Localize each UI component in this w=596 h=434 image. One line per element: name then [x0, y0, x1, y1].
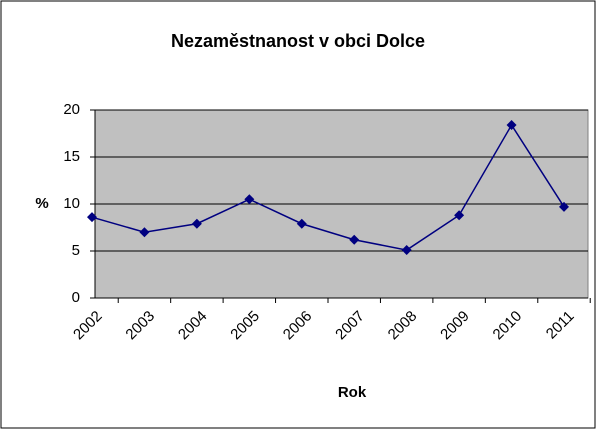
marker — [559, 201, 569, 212]
line — [91, 123, 565, 251]
y-tick-label: 5 — [72, 242, 80, 259]
marker — [191, 218, 202, 229]
y-tick-label: 0 — [72, 289, 80, 306]
marker — [454, 210, 465, 221]
marker — [139, 227, 150, 238]
y-axis-label: % — [35, 195, 48, 212]
x-axis-label: Rok — [338, 384, 367, 401]
marker — [296, 218, 307, 229]
y-tick-label: 10 — [63, 195, 80, 212]
marker — [87, 212, 97, 223]
y-tick-label: 20 — [63, 101, 80, 118]
chart-title: Nezaměstnanost v obci Dolce — [171, 31, 425, 51]
marker — [506, 120, 517, 131]
marker — [349, 234, 360, 245]
marker — [401, 245, 412, 256]
y-tick-label: 15 — [63, 148, 80, 165]
marker — [244, 194, 255, 205]
